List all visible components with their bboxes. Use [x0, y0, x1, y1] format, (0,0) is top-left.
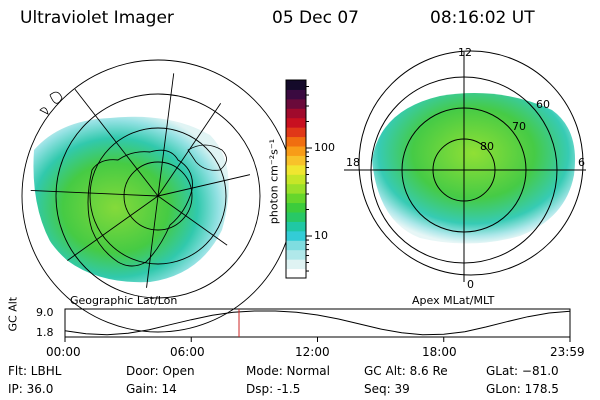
colorbar-segment	[286, 193, 306, 204]
filter-info: Flt: LBHL	[8, 364, 62, 378]
colorbar-segment	[286, 183, 306, 194]
colorbar-segment	[286, 89, 306, 100]
coastline	[87, 149, 193, 267]
altitude-curve	[64, 310, 571, 336]
aurora-emission-left	[33, 116, 229, 283]
mlt-label-0: 0	[467, 278, 474, 291]
dsp-info: Dsp: -1.5	[246, 382, 301, 396]
colorbar-segment	[286, 80, 306, 90]
door-info: Door: Open	[126, 364, 195, 378]
time-tick: 23:59	[550, 345, 585, 359]
colorbar-segment	[286, 202, 306, 213]
mode-info: Mode: Normal	[246, 364, 330, 378]
time-tick: 00:00	[46, 345, 81, 359]
colorbar	[285, 79, 307, 279]
colorbar-tick-label: 10	[314, 229, 328, 242]
gcalt-info: GC Alt: 8.6 Re	[364, 364, 448, 378]
mlat-label-80: 80	[480, 140, 494, 153]
colorbar-segment	[286, 212, 306, 222]
colorbar-segment	[286, 230, 306, 241]
colorbar-tick-label: 100	[314, 141, 335, 154]
time-tick: 06:00	[170, 345, 205, 359]
colorbar-segment	[286, 146, 306, 156]
time-tick: 12:00	[295, 345, 330, 359]
mlt-label-18: 18	[346, 156, 360, 169]
colorbar-segment	[286, 155, 306, 166]
image-date: 05 Dec 07	[272, 8, 359, 28]
colorbar-segment	[286, 108, 306, 119]
magnetic-map	[344, 50, 586, 282]
time-tick: 18:00	[422, 345, 457, 359]
mlat-label-60: 60	[536, 98, 550, 111]
right-map-label: Apex MLat/MLT	[412, 294, 495, 307]
altitude-axis-label: GC Alt	[6, 296, 20, 332]
aurora-emission-right	[372, 93, 576, 244]
gain-info: Gain: 14	[126, 382, 177, 396]
glat-info: GLat: −81.0	[486, 364, 559, 378]
mlt-label-12: 12	[458, 46, 472, 59]
colorbar-segment	[286, 164, 306, 175]
image-time: 08:16:02 UT	[430, 8, 535, 28]
colorbar-segment	[286, 268, 306, 279]
glon-info: GLon: 178.5	[486, 382, 559, 396]
colorbar-ticks	[306, 85, 312, 272]
colorbar-segment	[286, 136, 306, 147]
instrument-title: Ultraviolet Imager	[20, 8, 174, 28]
colorbar-segment	[286, 127, 306, 138]
colorbar-segment	[286, 117, 306, 128]
altitude-tick-min: 1.8	[36, 326, 54, 339]
altitude-plot-frame	[64, 308, 571, 338]
altitude-x-ticks	[64, 337, 571, 342]
colorbar-segment	[286, 249, 306, 260]
colorbar-segment	[286, 259, 306, 270]
colorbar-segment	[286, 240, 306, 251]
colorbar-segment	[286, 174, 306, 185]
ip-info: IP: 36.0	[8, 382, 54, 396]
mlat-label-70: 70	[512, 120, 526, 133]
mlt-label-6: 6	[578, 156, 585, 169]
left-map-label: Geographic Lat/Lon	[70, 294, 178, 307]
colorbar-frame	[285, 79, 307, 279]
seq-info: Seq: 39	[364, 382, 410, 396]
colorbar-segment	[286, 98, 306, 109]
altitude-tick-max: 9.0	[36, 306, 54, 319]
colorbar-segment	[286, 221, 306, 232]
